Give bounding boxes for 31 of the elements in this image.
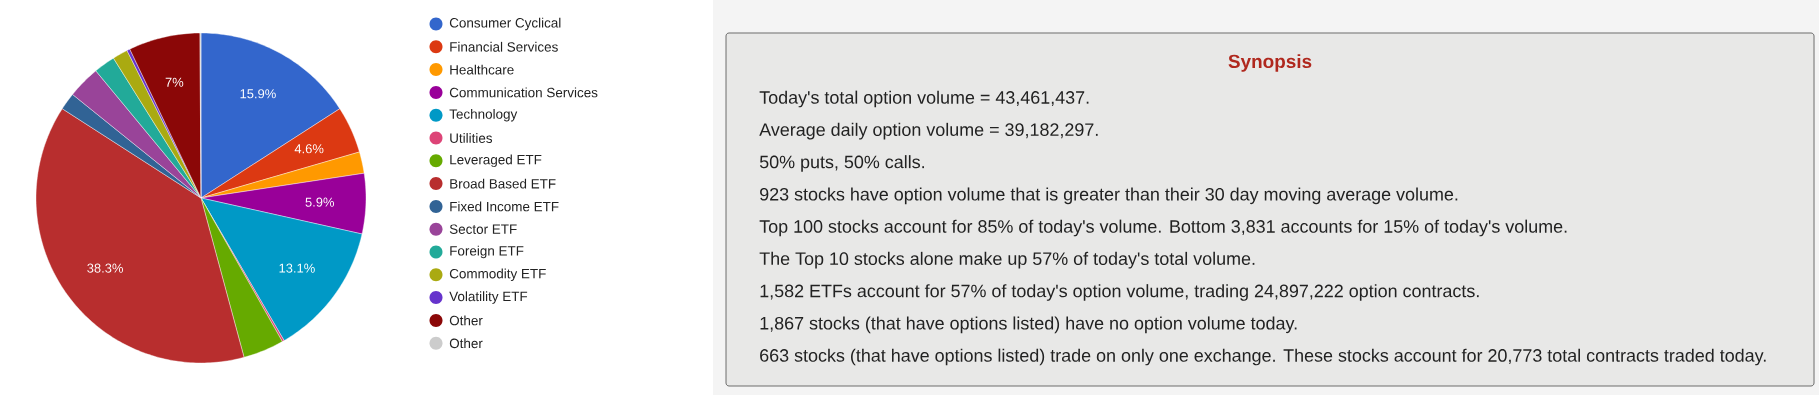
legend-label: Commodity ETF [449, 268, 546, 282]
legend-label: Leveraged ETF [450, 154, 542, 168]
text: 663 stocks (that have options listed) trade on only one exchange. These stocks account for 20,773 total contracts traded today. [760, 348, 1766, 366]
data-label: 7% [165, 77, 184, 87]
legend-label: Utilities [450, 133, 493, 143]
legend-label: Broad Based ETF [450, 178, 556, 189]
legend-label: Financial Services [450, 41, 558, 52]
data-label: 38.3% [87, 263, 124, 273]
data-label: 13.1% [279, 263, 315, 273]
data-label: 15.9% [240, 89, 276, 99]
legend-label: Healthcare [450, 64, 514, 75]
legend-label: Fixed Income ETF [450, 201, 559, 212]
text: The Top 10 stocks alone make up 57% of today's total volume. [759, 251, 1255, 269]
text: 1,582 ETFs account for 57% of today's option volume, trading 24,897,222 option contracts. [760, 284, 1479, 301]
text: Synopsis [1228, 54, 1312, 72]
legend-label: Foreign ETF [450, 245, 524, 259]
legend-label: Communication Services [449, 87, 598, 98]
data-label: 5.9% [305, 197, 335, 207]
text: Top 100 stocks account for 85% of today's volume. Bottom 3,831 accounts for 15% of today's volume. [759, 219, 1567, 237]
text: Average daily option volume = 39,182,297. [759, 122, 1098, 140]
legend-label: Technology [449, 108, 518, 122]
text: 1,867 stocks (that have options listed) have no option volume today. [760, 316, 1297, 334]
legend-label: Other [449, 315, 483, 326]
legend-label: Volatility ETF [449, 291, 528, 304]
text: 50% puts, 50% calls. [759, 155, 924, 172]
text: 923 stocks have option volume that is greater than their 30 day moving average volume. [760, 187, 1458, 205]
text: Today's total option volume = 43,461,437. [759, 90, 1089, 108]
legend-label: Sector ETF [449, 224, 517, 234]
data-label: 4.6% [294, 144, 324, 154]
legend-label: Consumer Cyclical [449, 17, 561, 31]
legend-label: Other [449, 338, 483, 349]
